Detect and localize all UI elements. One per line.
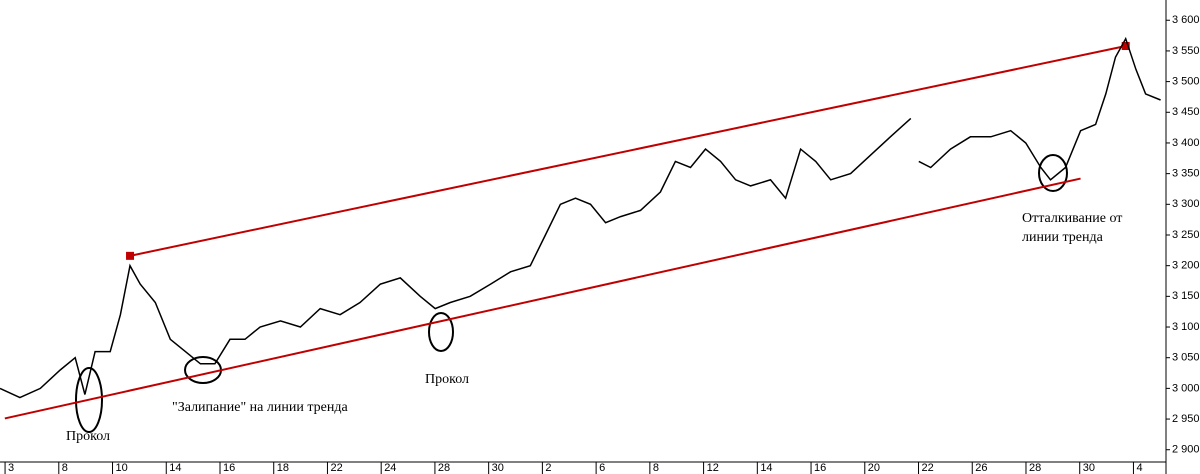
x-tick-label: 16 [223,462,235,474]
x-tick-label: 14 [169,462,181,474]
y-tick-label: 3 500 [1172,76,1200,88]
circle [1038,154,1068,192]
y-tick-label: 3 200 [1172,260,1200,272]
x-tick-label: 8 [653,462,659,474]
trend-marker [1121,42,1130,51]
x-tick-label: 30 [492,462,504,474]
y-tick-label: 3 550 [1172,45,1200,57]
annotation: Отталкивание от [1022,211,1122,226]
y-tick-label: 3 150 [1172,290,1200,302]
y-tick-label: 3 100 [1172,321,1200,333]
x-tick-label: 26 [975,462,987,474]
x-tick-label: 3 [8,462,14,474]
trend-line [4,177,1081,420]
y-tick-label: 3 600 [1172,14,1200,26]
x-tick-label: 14 [760,462,772,474]
x-tick-label: 22 [922,462,934,474]
annotation: "Залипание" на линии тренда [172,400,348,415]
trend-marker [126,251,135,260]
y-tick-label: 3 000 [1172,382,1200,394]
y-tick-label: 3 350 [1172,168,1200,180]
annotation: линии тренда [1022,230,1104,245]
x-tick-label: 4 [1136,462,1142,474]
y-tick-label: 2 950 [1172,413,1200,425]
x-tick-label: 18 [277,462,289,474]
x-tick-label: 22 [330,462,342,474]
x-tick-label: 20 [868,462,880,474]
x-tick-label: 12 [707,462,719,474]
annotation: Прокол [425,372,469,387]
circle [428,312,454,352]
x-tick-label: 10 [116,462,128,474]
annotation: Прокол [66,429,110,444]
y-tick-label: 3 250 [1172,229,1200,241]
circle [75,367,103,433]
x-tick-label: 24 [384,462,396,474]
x-tick-label: 16 [814,462,826,474]
y-tick-label: 3 300 [1172,198,1200,210]
y-tick-label: 3 050 [1172,352,1200,364]
x-tick-label: 2 [545,462,551,474]
trend-line [129,45,1126,257]
y-tick-label: 3 450 [1172,106,1200,118]
x-tick-label: 8 [62,462,68,474]
price-line [0,36,1161,399]
x-tick-label: 28 [438,462,450,474]
y-tick-label: 2 900 [1172,444,1200,456]
x-tick-label: 28 [1029,462,1041,474]
x-tick-label: 30 [1083,462,1095,474]
x-tick-label: 6 [599,462,605,474]
y-tick-label: 3 400 [1172,137,1200,149]
